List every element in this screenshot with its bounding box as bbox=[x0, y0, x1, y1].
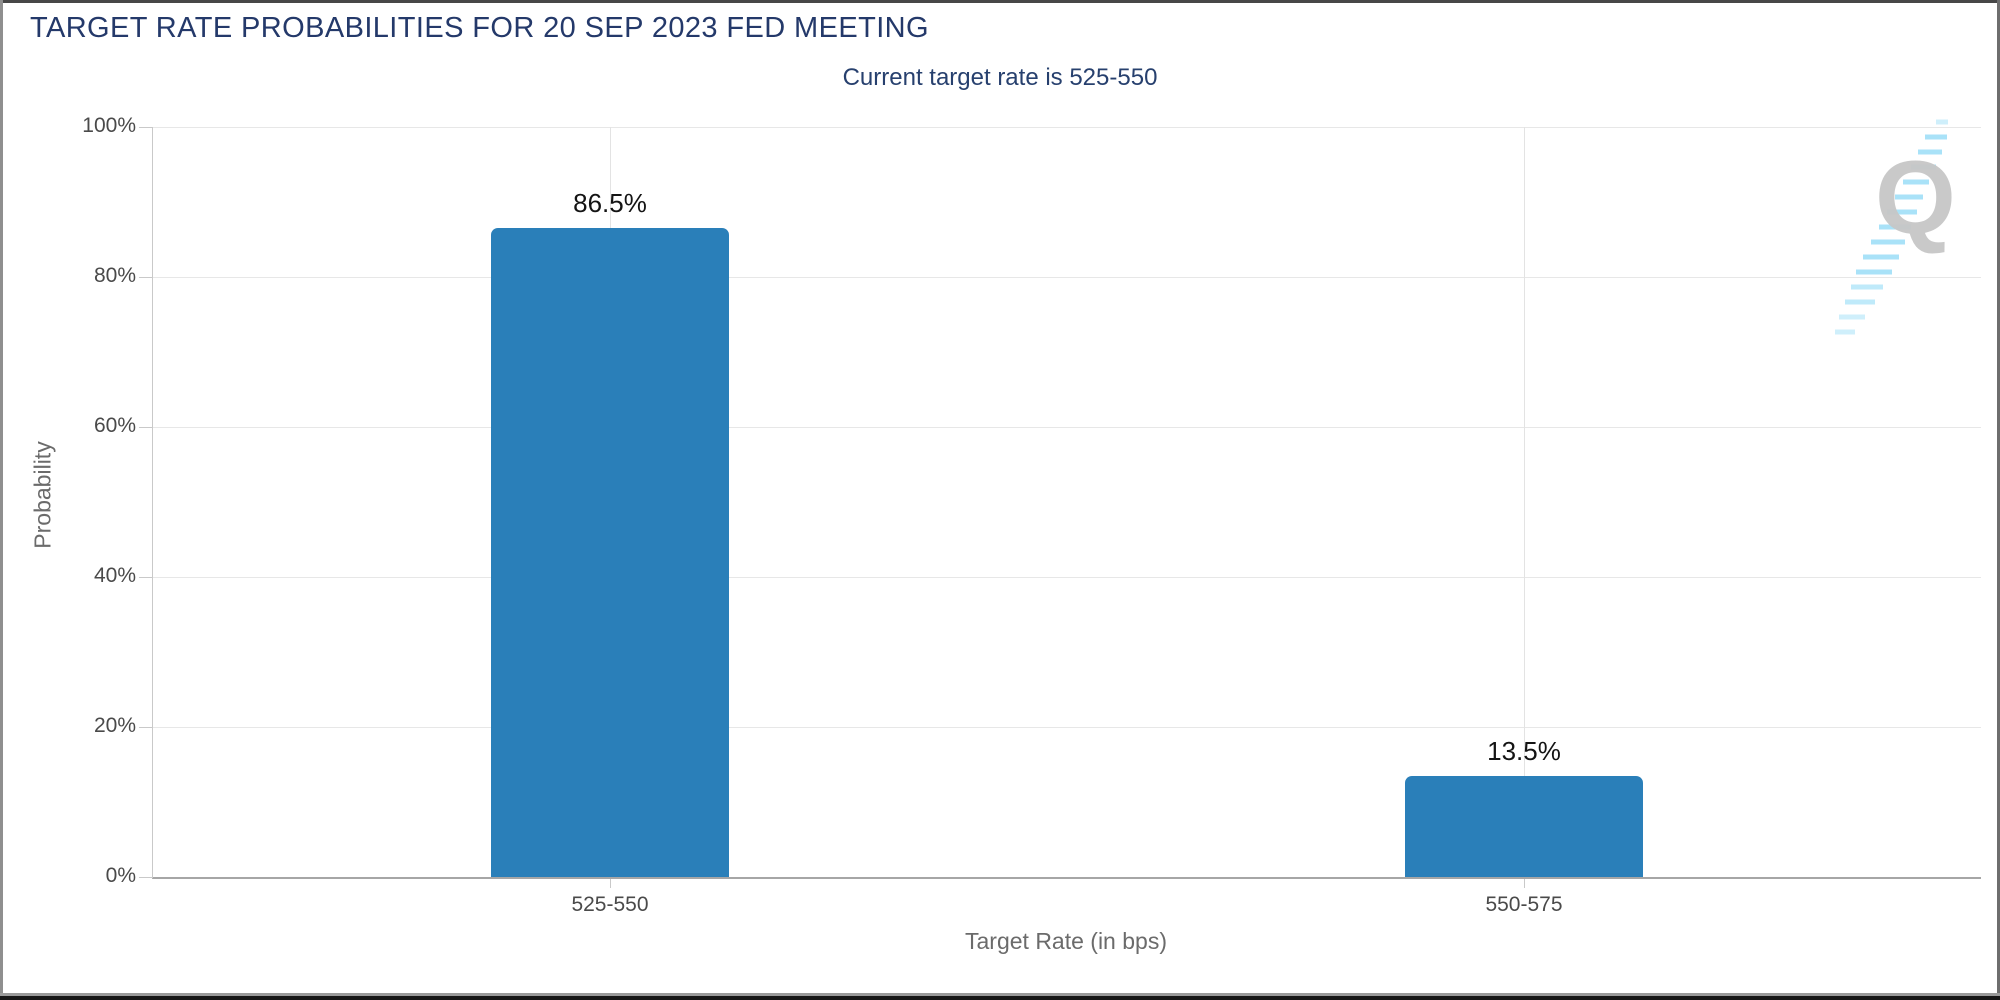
y-gridline bbox=[153, 427, 1981, 428]
chart-title: TARGET RATE PROBABILITIES FOR 20 SEP 202… bbox=[30, 12, 929, 44]
y-axis-title: Probability bbox=[29, 441, 56, 549]
y-gridline bbox=[153, 277, 1981, 278]
x-tick-label: 550-575 bbox=[1485, 893, 1563, 916]
frame-right-edge bbox=[1997, 0, 2000, 1000]
x-tick-mark bbox=[610, 879, 611, 888]
y-tick-mark bbox=[139, 576, 153, 578]
bar-550-575[interactable] bbox=[1405, 775, 1643, 877]
y-tick-mark bbox=[139, 276, 153, 278]
plot-area: 0% 20% 40% 60% 80% 100% 86.5% 525-550 13.5% 550-5… bbox=[82, 114, 1981, 916]
y-tick-label: 40% bbox=[93, 564, 136, 587]
y-tick-label: 80% bbox=[93, 264, 136, 287]
y-gridline bbox=[153, 577, 1981, 578]
y-tick-label: 20% bbox=[93, 714, 136, 737]
y-tick-mark bbox=[139, 726, 153, 728]
y-gridline bbox=[153, 727, 1981, 728]
y-tick-label: 60% bbox=[93, 414, 136, 437]
y-tick-label: 100% bbox=[82, 114, 136, 137]
x-axis-title: Target Rate (in bps) bbox=[965, 928, 1167, 954]
frame-left-edge bbox=[0, 0, 3, 1000]
x-tick-label: 525-550 bbox=[571, 893, 649, 916]
y-tick-mark bbox=[139, 876, 153, 878]
frame-bottom-shadow bbox=[0, 996, 2000, 1000]
bar-value-label: 86.5% bbox=[573, 188, 647, 219]
x-gridline bbox=[1524, 127, 1525, 877]
bar-value-label: 13.5% bbox=[1487, 735, 1561, 766]
frame-top-edge bbox=[0, 0, 2000, 3]
y-tick-mark bbox=[139, 126, 153, 128]
y-tick-mark bbox=[139, 426, 153, 428]
y-tick-label: 0% bbox=[105, 864, 136, 887]
chart-subtitle: Current target rate is 525-550 bbox=[842, 64, 1158, 91]
x-tick-mark bbox=[1524, 879, 1525, 888]
bar-525-550[interactable] bbox=[491, 228, 729, 877]
y-gridline bbox=[153, 127, 1981, 128]
frame-bottom-edge bbox=[0, 993, 2000, 996]
